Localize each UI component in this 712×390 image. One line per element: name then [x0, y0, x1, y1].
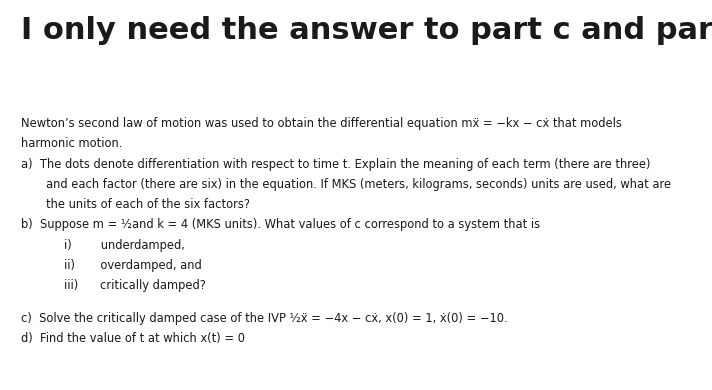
Text: c)  Solve the critically damped case of the IVP ½ẍ = −4x − cẋ, x(0) = 1, ẋ(0): c) Solve the critically damped case of t…: [21, 312, 508, 325]
Text: and each factor (there are six) in the equation. If MKS (meters, kilograms, seco: and each factor (there are six) in the e…: [46, 178, 671, 191]
Text: a)  The dots denote differentiation with respect to time t. Explain the meaning : a) The dots denote differentiation with …: [21, 158, 651, 170]
Text: I only need the answer to part c and part d: I only need the answer to part c and par…: [21, 16, 712, 44]
Text: i)        underdamped,: i) underdamped,: [64, 239, 185, 252]
Text: iii)      critically damped?: iii) critically damped?: [64, 279, 206, 292]
Text: ii)       overdamped, and: ii) overdamped, and: [64, 259, 201, 272]
Text: b)  Suppose m = ½and k = 4 (MKS units). What values of c correspond to a system : b) Suppose m = ½and k = 4 (MKS units). W…: [21, 218, 540, 231]
Text: Newton’s second law of motion was used to obtain the differential equation mẍ =: Newton’s second law of motion was used t…: [21, 117, 622, 130]
Text: d)  Find the value of t at which x(t) = 0: d) Find the value of t at which x(t) = 0: [21, 332, 246, 345]
Text: the units of each of the six factors?: the units of each of the six factors?: [46, 198, 251, 211]
Text: harmonic motion.: harmonic motion.: [21, 137, 122, 150]
